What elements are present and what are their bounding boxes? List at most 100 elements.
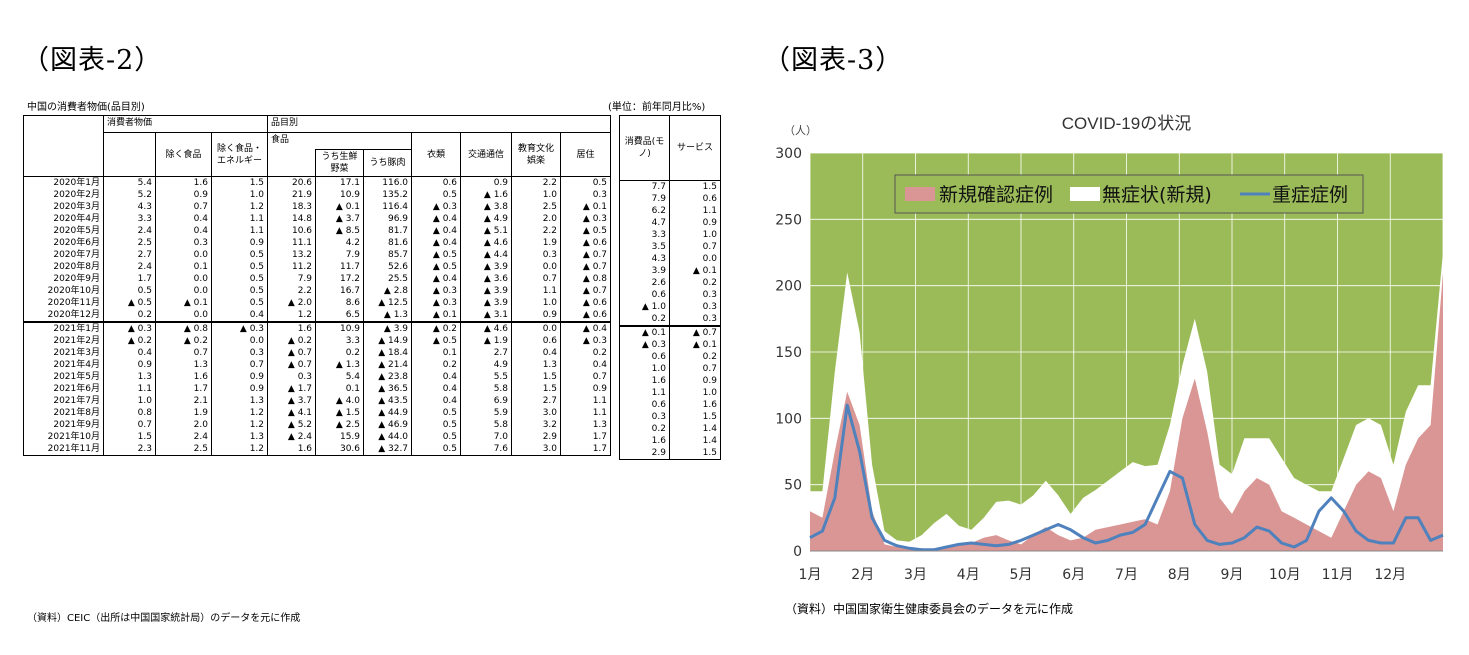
row-label: 2021年3月 (23, 347, 104, 359)
table-cell: 1.2 (210, 419, 269, 431)
table-cell: 5.8 (460, 383, 513, 395)
table-cell: ▲ 0.6 (560, 297, 612, 309)
table-row: 2020年4月 3.3 0.4 1.1 14.8 ▲ 3.7 96.9 ▲ 0.4 ▲ 4.9 2… (23, 213, 612, 225)
table-cell: 2.7 (103, 249, 156, 261)
table-cell: ▲ 3.1 (460, 309, 513, 322)
table-cell: 2.1 (155, 395, 212, 407)
table-row: 2020年10月 0.5 0.0 0.5 2.2 16.7 ▲ 2.8 ▲ 0.3 ▲ 3.9 1… (23, 285, 612, 297)
table-cell: ▲ 0.4 (560, 321, 612, 335)
table-cell: 14.8 (267, 213, 317, 225)
table-cell: 0.4 (155, 225, 212, 237)
side-table-row: 0.6 0.3 (619, 289, 721, 301)
table-cell: ▲ 1.3 (363, 309, 413, 322)
table-row: 2021年2月 ▲ 0.2 ▲ 0.2 0.0 ▲ 0.2 3.3 ▲ 14.9 ▲ 0.5 ▲… (23, 335, 612, 347)
y-axis-label: （人） (784, 124, 817, 137)
table-cell: 0.6 (619, 289, 670, 301)
table-cell: ▲ 3.9 (460, 285, 513, 297)
table-cell: ▲ 0.3 (210, 321, 269, 335)
table-cell: 96.9 (363, 213, 413, 225)
table-cell: 6.5 (315, 309, 365, 322)
side-table-row: ▲ 0.1 ▲ 0.7 (619, 325, 721, 339)
table-cell: 0.1 (155, 261, 212, 273)
row-label: 2020年12月 (23, 309, 104, 322)
side-table-row: 7.9 0.6 (619, 193, 721, 205)
table-cell: 1.3 (560, 419, 612, 431)
table-cell: ▲ 0.4 (411, 213, 462, 225)
table-cell: 1.5 (669, 180, 721, 193)
table-cell: ▲ 0.2 (103, 335, 156, 347)
table-cell: 8.6 (315, 297, 365, 309)
table-cell: 11.2 (267, 261, 317, 273)
table-cell: 1.6 (155, 176, 212, 189)
table-cell: 0.6 (511, 335, 562, 347)
table-cell: 1.7 (103, 273, 156, 285)
table-cell: 2.4 (103, 225, 156, 237)
header-ex-food: 除く食品 (155, 132, 212, 177)
table-row: 2020年2月 5.2 0.9 1.0 21.9 10.9 135.2 0.5 ▲ 1.6 1.0… (23, 189, 612, 201)
table-cell: ▲ 46.9 (363, 419, 413, 431)
table-cell: ▲ 21.4 (363, 359, 413, 371)
table-cell: 4.3 (619, 253, 670, 265)
table-cell: ▲ 23.8 (363, 371, 413, 383)
side-table-row: 2.9 1.5 (619, 447, 721, 460)
table-cell: 1.3 (511, 359, 562, 371)
table-cell: 7.6 (460, 443, 513, 456)
table-cell: ▲ 0.3 (560, 213, 612, 225)
table-cell: 0.3 (155, 237, 212, 249)
table-cell: 0.4 (155, 213, 212, 225)
row-label: 2021年5月 (23, 371, 104, 383)
table-cell: 1.1 (210, 213, 269, 225)
table-cell: 0.5 (210, 297, 269, 309)
legend-label-confirmed: 新規確認症例 (939, 184, 1053, 206)
table-cell: ▲ 3.6 (460, 273, 513, 285)
table-source: （資料）CEIC（出所は中国国家統計局）のデータを元に作成 (27, 613, 301, 624)
group-items-header: 品目別 (267, 115, 612, 133)
table-cell: 2.6 (619, 277, 670, 289)
table-cell: 1.0 (669, 387, 721, 399)
header-total-cell (103, 132, 156, 177)
table-row: 2020年7月 2.7 0.0 0.5 13.2 7.9 85.7 ▲ 0.5 ▲ 4.4 0.3… (23, 249, 612, 261)
table-cell: 0.9 (210, 383, 269, 395)
table-cell: 0.5 (411, 419, 462, 431)
table-cell: 1.1 (103, 383, 156, 395)
side-table-row: 0.6 1.6 (619, 399, 721, 411)
table-cell: 1.0 (210, 189, 269, 201)
legend-label-severe: 重症症例 (1272, 184, 1348, 206)
table-cell: 1.2 (210, 407, 269, 419)
table-cell: 0.5 (560, 176, 612, 189)
table-cell: ▲ 0.1 (155, 297, 212, 309)
table-cell: ▲ 0.7 (560, 285, 612, 297)
table-cell: ▲ 44.9 (363, 407, 413, 419)
table-cell: 3.9 (619, 265, 670, 277)
table-cell: 1.3 (155, 359, 212, 371)
table-cell: 0.7 (210, 359, 269, 371)
table-cell: 0.1 (315, 383, 365, 395)
table-cell: 0.9 (669, 217, 721, 229)
table-cell: ▲ 2.4 (267, 431, 317, 443)
side-table-row: 0.6 0.2 (619, 351, 721, 363)
side-table-row: 0.2 0.3 (619, 313, 721, 326)
table-cell: ▲ 0.2 (155, 335, 212, 347)
table-cell: 20.6 (267, 176, 317, 189)
table-cell: 1.6 (619, 375, 670, 387)
header-transport: 交通通信 (460, 132, 513, 177)
table-cell: ▲ 44.0 (363, 431, 413, 443)
table-cell: ▲ 0.3 (103, 321, 156, 335)
table-cell: 2.3 (103, 443, 156, 456)
x-tick-label: 6月 (1062, 567, 1085, 583)
table-cell: 0.0 (155, 273, 212, 285)
series-confirmed-area (810, 272, 1443, 551)
legend-label-asymptomatic: 無症状(新規) (1102, 184, 1212, 206)
table-cell: 1.4 (669, 423, 721, 435)
side-table-row: 1.1 1.0 (619, 387, 721, 399)
table-cell: 11.7 (315, 261, 365, 273)
table-cell: ▲ 0.3 (411, 285, 462, 297)
table-row: 2021年3月 0.4 0.7 0.3 ▲ 0.7 0.2 ▲ 18.4 0.1 2.7 0.4 0… (23, 347, 612, 359)
table-cell: ▲ 0.7 (267, 347, 317, 359)
table-cell: 17.2 (315, 273, 365, 285)
table-cell: 3.3 (619, 229, 670, 241)
x-tick-label: 4月 (957, 567, 980, 583)
table-cell: 2.0 (155, 419, 212, 431)
table-cell: 0.8 (103, 407, 156, 419)
table-cell: 3.0 (511, 407, 562, 419)
